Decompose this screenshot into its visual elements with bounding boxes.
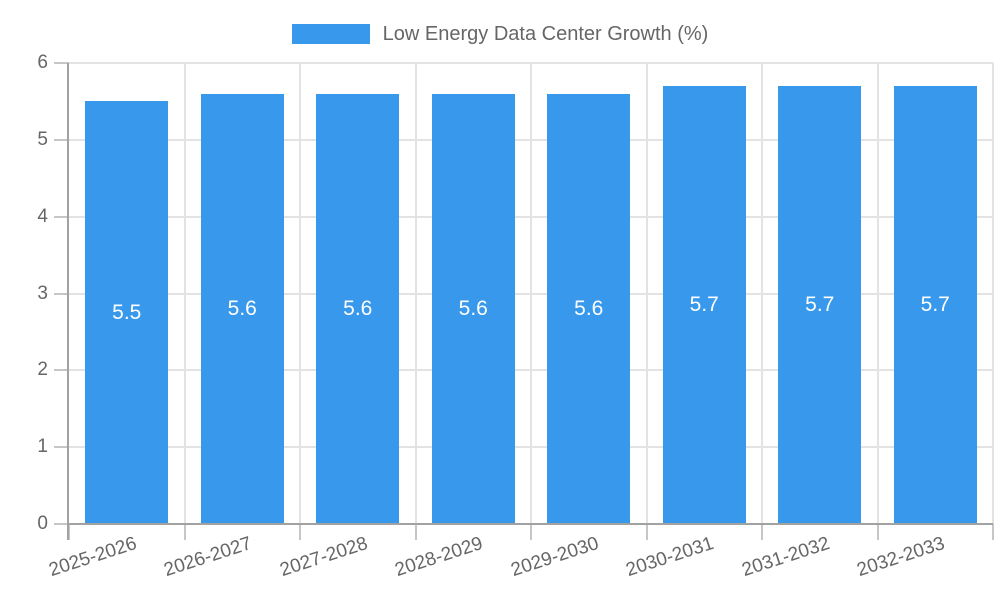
legend-label: Low Energy Data Center Growth (%) [382, 22, 709, 45]
x-tick-mark [645, 524, 648, 540]
x-tick-mark [299, 524, 301, 540]
gridline-vertical [414, 63, 417, 524]
bar-value-label: 5.5 [112, 300, 142, 324]
y-axis-tick-label: 5 [37, 128, 48, 150]
x-tick-mark [68, 524, 70, 540]
bar-value-label: 5.7 [805, 293, 835, 317]
bar-value-label: 5.7 [920, 293, 950, 317]
x-tick-mark [530, 524, 532, 540]
x-axis-tick-label: 2030-2031 [623, 533, 717, 582]
x-axis-tick-label: 2026-2027 [161, 533, 255, 582]
legend[interactable]: Low Energy Data Center Growth (%) [0, 22, 1000, 46]
x-tick-mark [414, 524, 417, 540]
y-axis-tick-label: 1 [37, 436, 48, 458]
x-axis-line [67, 523, 993, 525]
bar-2028-2029[interactable]: 5.6 [431, 93, 515, 524]
bar-value-label: 5.6 [343, 296, 373, 320]
y-axis-tick-label: 4 [37, 205, 48, 227]
y-tick-mark [54, 523, 69, 525]
x-tick-mark [761, 524, 763, 540]
bar-2029-2030[interactable]: 5.6 [547, 93, 631, 524]
bar-2032-2033[interactable]: 5.7 [893, 86, 977, 524]
x-tick-mark [876, 524, 879, 540]
gridline-vertical [645, 63, 648, 524]
y-tick-mark [54, 446, 69, 449]
bar-value-label: 5.6 [227, 296, 257, 320]
legend-swatch [291, 24, 370, 44]
y-axis-tick-label: 0 [37, 513, 48, 534]
y-axis-tick-label: 6 [37, 52, 48, 73]
bar-value-label: 5.6 [458, 296, 488, 320]
bar-value-label: 5.7 [689, 293, 719, 317]
y-axis-line [67, 63, 69, 540]
gridline-vertical [992, 63, 994, 524]
x-axis-tick-label: 2027-2028 [277, 533, 371, 582]
y-tick-mark [54, 292, 69, 295]
x-tick-mark [992, 524, 994, 540]
bar-2027-2028[interactable]: 5.6 [316, 93, 400, 524]
gridline-vertical [761, 63, 763, 524]
bar-2030-2031[interactable]: 5.7 [662, 86, 746, 524]
y-tick-mark [54, 215, 69, 218]
y-tick-mark [54, 369, 69, 372]
gridline-vertical [183, 63, 186, 524]
bar-2031-2032[interactable]: 5.7 [778, 86, 862, 524]
x-axis-tick-label: 2031-2032 [739, 533, 833, 582]
bar-2025-2026[interactable]: 5.5 [85, 101, 169, 524]
y-tick-mark [54, 138, 69, 141]
x-axis-tick-label: 2029-2030 [508, 533, 602, 582]
bar-value-label: 5.6 [574, 296, 604, 320]
x-axis-tick-label: 2032-2033 [854, 533, 948, 582]
bar-2026-2027[interactable]: 5.6 [200, 93, 284, 524]
x-axis-tick-label: 2028-2029 [392, 533, 486, 582]
x-tick-mark [183, 524, 186, 540]
y-axis-tick-label: 3 [37, 282, 48, 304]
gridline-vertical [876, 63, 879, 524]
gridline-vertical [299, 63, 301, 524]
gridline-vertical [530, 63, 532, 524]
y-axis-tick-label: 2 [37, 359, 48, 381]
x-axis-tick-label: 2025-2026 [46, 533, 140, 582]
y-tick-mark [54, 62, 69, 64]
